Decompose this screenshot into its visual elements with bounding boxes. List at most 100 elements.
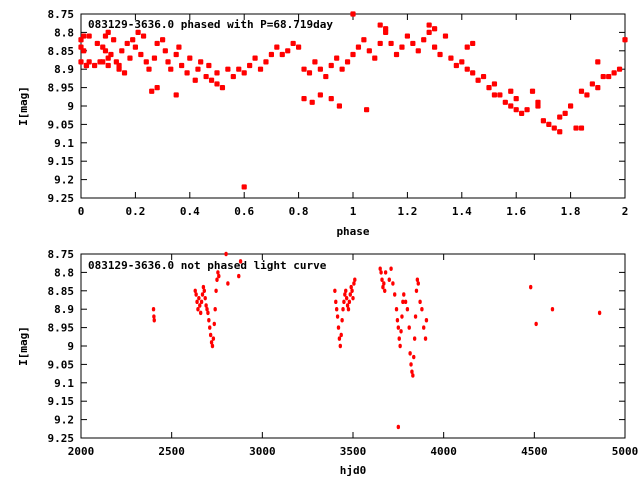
data-point (140, 33, 147, 39)
data-point (216, 270, 220, 275)
data-point (194, 292, 198, 297)
data-point (198, 59, 204, 65)
data-point (420, 306, 424, 312)
data-point (193, 288, 197, 294)
data-point (83, 62, 90, 69)
data-point (328, 62, 334, 69)
data-point (459, 59, 465, 65)
data-point (214, 81, 220, 87)
data-point (426, 29, 432, 35)
data-point (486, 85, 492, 91)
data-point (152, 318, 156, 323)
data-point (309, 99, 315, 105)
data-point (387, 277, 391, 282)
data-point (206, 62, 212, 69)
data-point (562, 110, 568, 116)
data-point (529, 284, 533, 290)
data-point (584, 92, 590, 98)
data-point (105, 29, 111, 35)
data-point (165, 59, 171, 65)
y-tick-label: 8.8 (54, 26, 74, 39)
data-point (203, 73, 209, 80)
data-point (535, 99, 541, 105)
data-point (448, 55, 454, 61)
x-tick-label: 1 (350, 205, 357, 218)
data-point (209, 340, 214, 345)
data-point (339, 332, 343, 338)
data-point (394, 306, 399, 312)
data-point (546, 121, 552, 127)
data-point (611, 70, 617, 76)
data-point (116, 66, 122, 72)
data-point (200, 292, 205, 297)
data-point (426, 22, 432, 28)
data-point (290, 40, 296, 47)
y-tick-label: 8.9 (54, 303, 74, 316)
data-point (203, 295, 207, 301)
data-point (279, 51, 285, 58)
data-point (409, 362, 413, 367)
data-point (214, 288, 218, 294)
data-point (306, 70, 313, 76)
data-point (323, 73, 329, 80)
data-point (568, 103, 574, 109)
x-tick-label: 3000 (249, 445, 276, 458)
data-point (187, 55, 193, 61)
y-tick-label: 9.15 (48, 155, 75, 168)
y-tick-label: 9.25 (48, 432, 75, 445)
data-point (210, 343, 215, 349)
data-point (274, 44, 280, 50)
x-tick-label: 0.2 (125, 205, 145, 218)
data-point (529, 88, 536, 94)
data-point (236, 66, 242, 72)
data-point (205, 306, 209, 312)
data-point (154, 40, 160, 47)
data-point (334, 55, 340, 61)
data-point (412, 336, 417, 341)
y-tick-label: 9.05 (48, 358, 75, 371)
y-tick-label: 9.25 (48, 192, 75, 205)
data-point (415, 48, 421, 54)
data-point (198, 303, 202, 308)
x-tick-label: 4500 (521, 445, 548, 458)
data-point (399, 44, 405, 50)
data-point (361, 37, 367, 43)
data-point (475, 77, 481, 83)
data-point (154, 85, 160, 91)
data-point (402, 292, 406, 297)
data-point (524, 107, 530, 113)
data-point (124, 40, 130, 47)
data-point (578, 125, 585, 131)
data-point (395, 318, 400, 323)
data-point (343, 292, 347, 297)
data-point (349, 284, 353, 290)
data-point (497, 92, 503, 98)
data-point (168, 66, 174, 72)
data-point (345, 303, 350, 308)
data-point (540, 118, 546, 124)
data-point (410, 369, 414, 374)
y-ticks-bottom: 8.75 8.8 8.85 8.9 8.95 9 9.05 9.1 9.15 9.2 9.25 (48, 248, 625, 445)
data-point (285, 48, 291, 54)
data-point (149, 88, 155, 94)
data-point (151, 306, 156, 312)
data-point (502, 99, 508, 105)
data-point (111, 37, 117, 43)
data-point (344, 295, 349, 301)
data-point (252, 55, 258, 61)
data-point (464, 66, 470, 72)
y-tick-label: 8.75 (48, 8, 75, 21)
data-point (464, 44, 470, 50)
data-point (416, 281, 420, 286)
x-tick-label: 1.8 (561, 205, 581, 218)
data-point (86, 33, 92, 39)
data-point (344, 288, 348, 294)
data-point (301, 66, 307, 72)
data-point (411, 373, 415, 378)
data-point (241, 70, 247, 76)
data-point (383, 288, 387, 294)
data-point (470, 40, 476, 47)
data-point (135, 29, 141, 35)
y-axis-label-top: I[mag] (17, 86, 30, 126)
data-point (397, 336, 401, 341)
